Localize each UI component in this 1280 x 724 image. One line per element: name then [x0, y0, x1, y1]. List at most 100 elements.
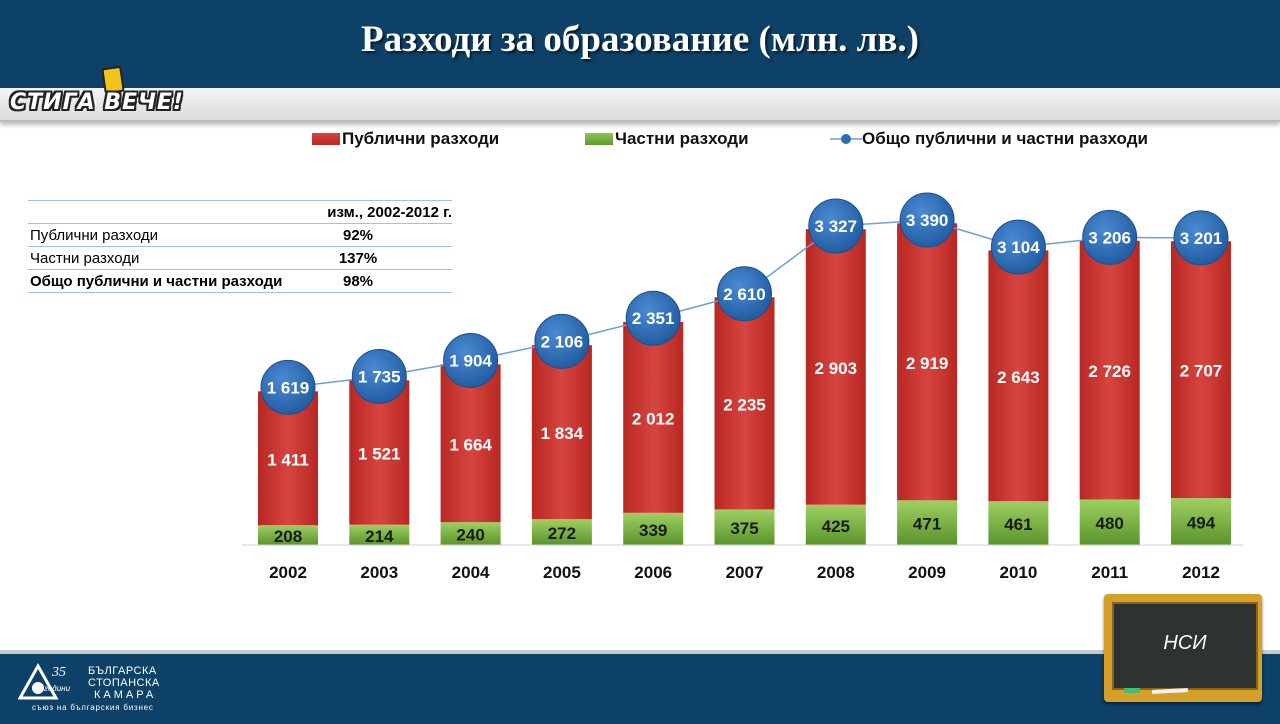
total-marker-2009 [899, 192, 955, 248]
total-marker-2003 [351, 348, 407, 404]
table-row-value: 137% [338, 250, 378, 267]
legend-item-public: Публични разходи [312, 129, 499, 149]
data-label-private-2002: 208 [274, 527, 302, 546]
data-label-public-2010: 2 643 [997, 368, 1040, 387]
source-label: НСИ [1163, 632, 1207, 654]
data-label-total-2011: 3 206 [1088, 228, 1131, 247]
data-label-private-2003: 214 [365, 527, 394, 546]
stiga-veche-logo: СТИГА ВЕЧЕ! [10, 90, 184, 115]
data-label-private-2005: 272 [548, 524, 576, 543]
data-label-total-2003: 1 735 [358, 367, 401, 386]
bar-public-2005 [531, 345, 592, 520]
bar-public-2003 [349, 380, 410, 525]
bar-private-2004 [440, 522, 501, 545]
bar-private-2003 [349, 524, 410, 545]
data-label-private-2012: 494 [1187, 514, 1216, 533]
data-label-public-2006: 2 012 [632, 409, 675, 428]
logo-strip [0, 88, 1280, 122]
table-header: изм., 2002-2012 г. [327, 204, 452, 221]
x-tick-label-2005: 2005 [543, 563, 581, 582]
bsk-logo: 35 години БЪЛГАРСКА СТОПАНСКА КАМАРА съю… [18, 662, 160, 712]
table-row: Публични разходи 92% [28, 224, 452, 247]
bsk-emblem-icon: 35 [18, 662, 66, 700]
x-tick-label-2002: 2002 [269, 563, 307, 582]
page-title: Разходи за образование (млн. лв.) [361, 19, 919, 60]
data-label-private-2011: 480 [1096, 514, 1124, 533]
data-label-public-2011: 2 726 [1088, 362, 1131, 381]
bsk-name-line1: БЪЛГАРСКА [88, 665, 157, 677]
bar-public-2009 [897, 223, 958, 501]
bar-private-2005 [531, 519, 592, 545]
svg-text:35: 35 [51, 665, 66, 680]
data-label-public-2008: 2 903 [815, 359, 858, 378]
x-tick-label-2010: 2010 [999, 563, 1037, 582]
total-marker-2004 [443, 332, 499, 388]
data-label-public-2002: 1 411 [267, 450, 309, 469]
footer-bar [0, 650, 1280, 724]
legend-label-public: Публични разходи [342, 129, 500, 148]
x-tick-label-2009: 2009 [908, 563, 946, 582]
table-row-label: Публични разходи [30, 227, 159, 244]
bar-public-2008 [805, 229, 866, 505]
bar-private-2010 [988, 501, 1049, 545]
legend-marker-total [830, 134, 862, 144]
total-marker-2010 [990, 219, 1046, 275]
green-chalk-icon [1124, 688, 1140, 693]
data-label-public-2007: 2 235 [723, 395, 766, 414]
data-label-public-2009: 2 919 [906, 354, 949, 373]
blackboard-surface: НСИ [1112, 602, 1258, 690]
table-row-value: 92% [342, 227, 374, 244]
x-tick-label-2006: 2006 [634, 563, 672, 582]
data-label-total-2005: 2 106 [541, 332, 584, 351]
bar-public-2010 [988, 250, 1049, 502]
data-label-total-2006: 2 351 [632, 309, 675, 328]
table-row-label: Частни разходи [30, 250, 140, 267]
total-marker-2008 [808, 198, 864, 254]
legend-item-total: Общо публични и частни разходи [830, 129, 1148, 149]
legend-label-private: Частни разходи [615, 129, 749, 148]
total-marker-2011 [1082, 209, 1138, 265]
header-bar [0, 0, 1280, 88]
data-label-total-2002: 1 619 [267, 378, 310, 397]
data-label-private-2007: 375 [730, 519, 758, 538]
data-label-public-2003: 1 521 [358, 445, 401, 464]
bsk-name-line2: СТОПАНСКА [88, 677, 160, 689]
legend-label-total: Общо публични и частни разходи [862, 129, 1148, 148]
data-label-public-2005: 1 834 [541, 424, 584, 443]
bar-private-2002 [258, 525, 318, 545]
legend-swatch-public [312, 133, 340, 145]
data-label-private-2010: 461 [1004, 515, 1032, 534]
bar-private-2008 [805, 504, 866, 545]
data-label-total-2007: 2 610 [723, 285, 766, 304]
bar-public-2006 [623, 321, 684, 513]
table-row-value: 98% [342, 273, 374, 290]
total-marker-2007 [717, 266, 772, 322]
bar-private-2006 [623, 512, 684, 545]
x-tick-label-2003: 2003 [360, 563, 398, 582]
change-table: изм., 2002-2012 г. Публични разходи 92% … [28, 200, 452, 293]
x-tick-label-2011: 2011 [1091, 563, 1128, 582]
data-label-total-2010: 3 104 [997, 238, 1040, 257]
x-tick-label-2007: 2007 [726, 563, 764, 582]
white-chalk-icon [1151, 688, 1189, 694]
source-blackboard: НСИ [1104, 594, 1262, 702]
x-tick-label-2012: 2012 [1182, 563, 1220, 582]
bar-private-2009 [897, 500, 958, 545]
total-marker-2005 [534, 313, 590, 369]
data-label-private-2006: 339 [639, 521, 667, 540]
data-label-private-2009: 471 [913, 515, 941, 534]
table-row: Общо публични и частни разходи 98% [28, 270, 452, 293]
legend-item-private: Частни разходи [585, 129, 749, 149]
bar-private-2011 [1079, 499, 1140, 545]
data-label-total-2008: 3 327 [815, 217, 858, 236]
bsk-anniversary: години [44, 684, 71, 693]
data-label-public-2012: 2 707 [1180, 362, 1223, 381]
bar-private-2012 [1171, 498, 1231, 545]
table-row-label: Общо публични и частни разходи [30, 273, 283, 290]
data-label-public-2004: 1 664 [449, 435, 492, 454]
bsk-name-line3: КАМАРА [94, 689, 157, 701]
total-marker-2002 [260, 359, 316, 415]
bsk-slogan: съюз на българския бизнес [32, 703, 154, 712]
table-row: Частни разходи 137% [28, 247, 452, 270]
